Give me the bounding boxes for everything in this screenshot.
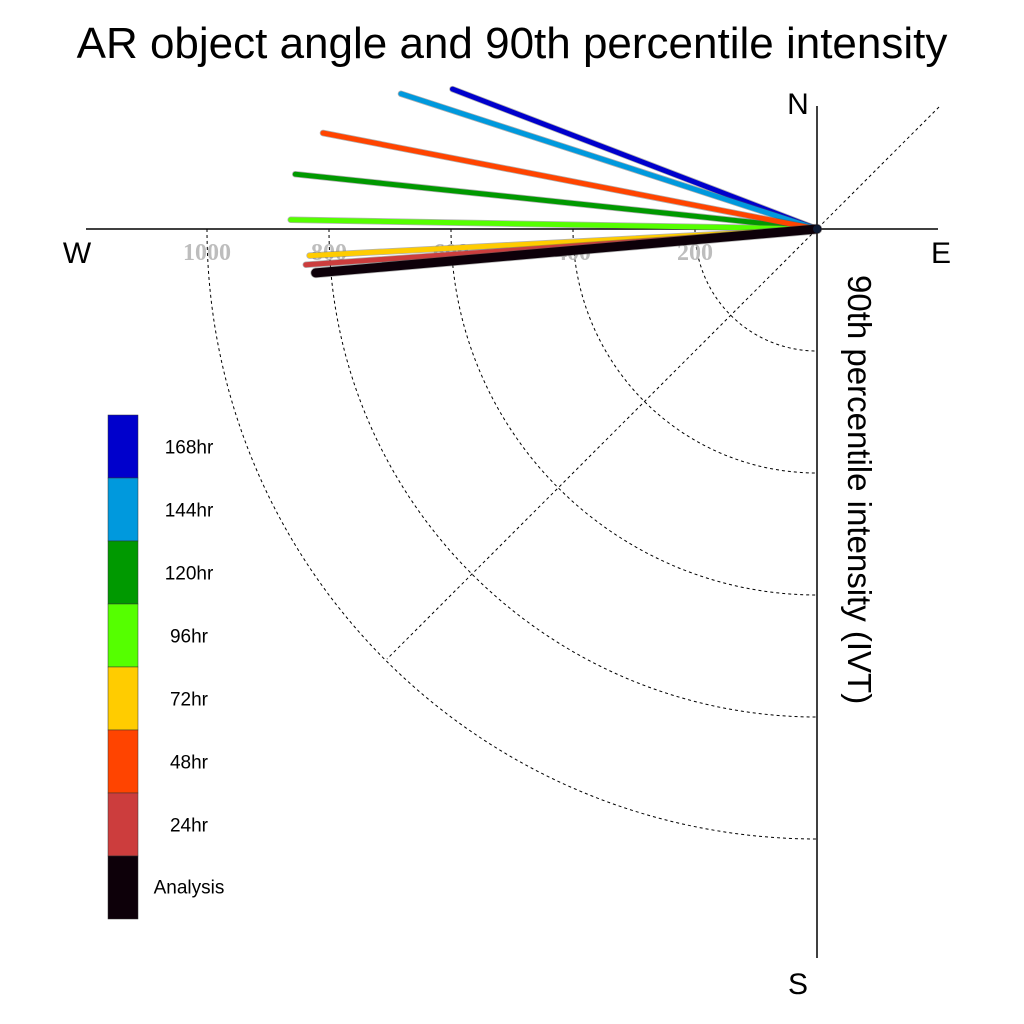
radial-gridline-800 <box>328 228 818 718</box>
legend-swatch-144hr <box>107 477 139 542</box>
legend-swatch-168hr <box>107 414 139 479</box>
tick-label: 1000 <box>183 240 231 266</box>
legend-label-144hr: 144hr <box>165 501 214 522</box>
legend-swatch-120hr <box>107 540 139 605</box>
legend-swatch-48hr <box>107 729 139 794</box>
radial-grid <box>206 228 818 840</box>
legend-swatch-96hr <box>107 603 139 668</box>
legend-label-analysis: Analysis <box>154 878 225 899</box>
legend-label-48hr: 48hr <box>170 753 209 774</box>
compass-east: E <box>931 237 951 270</box>
chart-title: AR object angle and 90th percentile inte… <box>77 19 948 68</box>
legend-label-96hr: 96hr <box>170 627 209 648</box>
radial-gridline-400 <box>572 228 818 474</box>
radial-gridline-1000 <box>206 228 818 840</box>
series-line-96hr <box>288 217 820 232</box>
series-lines <box>287 85 823 279</box>
compass-north: N <box>787 88 809 121</box>
legend-label-72hr: 72hr <box>170 690 209 711</box>
series-line-144hr <box>398 91 820 232</box>
radial-gridline-200 <box>694 228 818 352</box>
legend-swatch-analysis <box>107 855 139 920</box>
radial-gridline-600 <box>450 228 818 596</box>
legend-label-24hr: 24hr <box>170 816 209 837</box>
origin-point <box>813 225 821 233</box>
diagonal-gridline <box>386 106 940 660</box>
series-line-48hr <box>320 130 820 232</box>
legend-swatch-72hr <box>107 666 139 731</box>
y-axis-label: 90th percentile intensity (IVT) <box>841 275 878 704</box>
compass-west: W <box>63 237 92 270</box>
series-line-120hr <box>292 171 820 232</box>
legend-swatch-24hr <box>107 792 139 857</box>
series-line-168hr <box>450 86 820 232</box>
legend: 168hr 144hr 120hr 96hr 72hr 48hr 24hr Analysis <box>107 414 225 920</box>
compass-south: S <box>788 968 808 1001</box>
legend-label-168hr: 168hr <box>165 438 214 459</box>
legend-label-120hr: 120hr <box>165 564 214 585</box>
series-line-analysis <box>311 224 822 278</box>
